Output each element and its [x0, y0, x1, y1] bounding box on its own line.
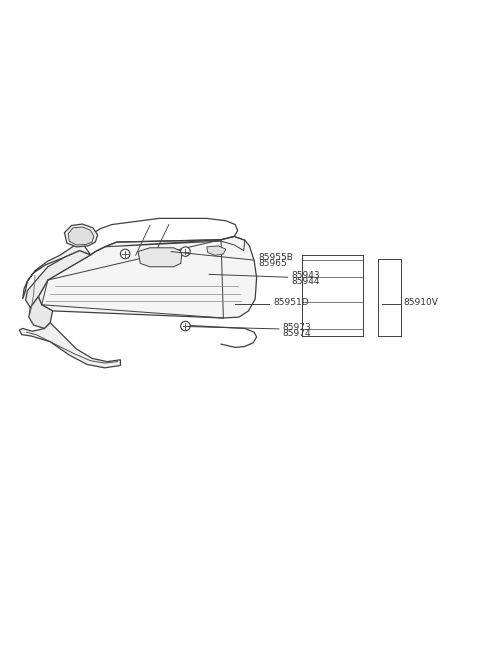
Polygon shape: [207, 246, 226, 255]
Polygon shape: [38, 236, 257, 318]
Polygon shape: [138, 248, 182, 267]
Text: 85974: 85974: [283, 329, 312, 338]
Text: 85944: 85944: [291, 277, 320, 286]
Circle shape: [180, 322, 190, 331]
Text: 85951D: 85951D: [273, 298, 309, 307]
Text: 85973: 85973: [283, 322, 312, 331]
Polygon shape: [19, 323, 120, 368]
Circle shape: [120, 249, 130, 259]
Polygon shape: [25, 251, 91, 308]
Text: 85955B: 85955B: [258, 253, 293, 262]
Text: 85965: 85965: [258, 259, 287, 268]
Text: 85943: 85943: [291, 271, 320, 280]
Polygon shape: [64, 224, 97, 247]
Circle shape: [180, 247, 190, 256]
Text: 85910V: 85910V: [404, 298, 439, 307]
Polygon shape: [29, 297, 53, 328]
Polygon shape: [23, 241, 91, 299]
Polygon shape: [68, 227, 94, 245]
